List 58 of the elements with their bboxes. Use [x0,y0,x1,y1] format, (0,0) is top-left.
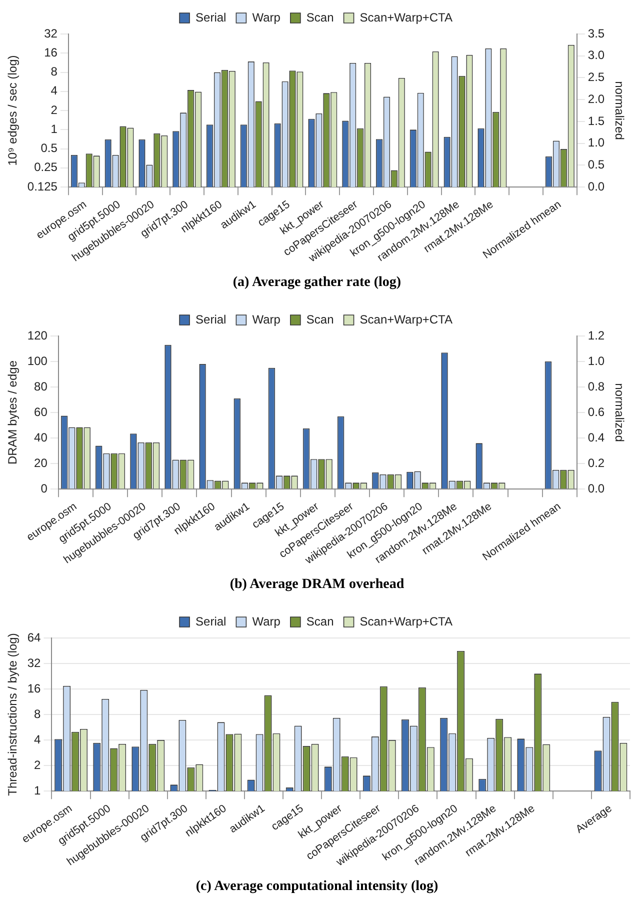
y-axis-title: DRAM bytes / edge [6,360,20,465]
legend-label: Scan [306,10,334,24]
y2-tick-label: 0.4 [588,430,605,444]
y-tick-label: 0.5 [40,141,58,156]
y-tick-label: 64 [27,630,42,644]
y-tick-label: 4 [50,84,58,98]
y-tick-label: 16 [27,681,42,696]
y-tick-label: 0.125 [27,179,58,194]
y2-tick-label: 3.0 [588,48,605,62]
y-axis-title: Thread-instructions / byte (log) [6,633,20,796]
y-axis-title: 10⁹ edges / sec (log) [6,55,20,166]
y-tick-label: 4 [34,732,42,746]
y2-tick-label: 0.0 [588,481,605,496]
y2-tick-label: 2.5 [588,70,605,84]
y-tick-label: 80 [34,379,48,394]
legend-label: Scan+Warp+CTA [360,614,452,628]
legend-label: Scan [306,312,334,326]
legend-label: Warp [252,10,281,24]
y-tick-label: 32 [27,656,42,670]
legend-label: Scan+Warp+CTA [360,10,452,24]
y-tick-label: 60 [34,404,48,419]
y2-tick-label: 1.2 [588,328,605,342]
y-tick-label: 2 [34,758,42,772]
y-tick-label: 0.25 [34,160,58,174]
y-tick-label: 120 [27,328,48,342]
y-tick-label: 1 [34,783,42,798]
y-tick-label: 32 [44,26,58,40]
y-tick-label: 8 [34,706,42,721]
y2-tick-label: 1.5 [588,114,605,128]
y2-tick-label: 3.5 [588,26,605,40]
y2-tick-label: 0.0 [588,179,605,194]
y2-tick-label: 2.0 [588,92,605,106]
y-tick-label: 40 [34,430,48,444]
y2-tick-label: 1.0 [588,354,605,368]
legend-label: Serial [196,614,226,628]
text: (a) Average gather rate (log) [232,274,402,292]
legend-label: Scan+Warp+CTA [360,312,452,326]
y-tick-label: 8 [50,64,58,79]
y-tick-label: 1 [50,122,58,136]
legend-label: Serial [196,10,226,24]
y2-tick-label: 0.5 [588,158,605,172]
y-tick-label: 0 [40,481,48,496]
y-tick-label: 16 [44,45,58,60]
y2-tick-label: 0.8 [588,379,605,394]
y-tick-label: 2 [50,102,58,117]
legend-label: Serial [196,312,226,326]
y-tick-label: 100 [27,354,48,368]
y-tick-label: 20 [34,456,48,470]
legend-label: Warp [252,614,281,628]
y2-axis-title: normalized [612,383,626,442]
y2-tick-label: 1.0 [588,136,605,150]
y2-tick-label: 0.6 [588,404,605,419]
y2-axis-title: normalized [612,81,626,140]
text: (c) Average computational intensity (log) [194,878,440,896]
text: (b) Average DRAM overhead [228,576,406,594]
y2-tick-label: 0.2 [588,456,605,470]
legend-label: Scan [306,614,334,628]
legend-label: Warp [252,312,281,326]
